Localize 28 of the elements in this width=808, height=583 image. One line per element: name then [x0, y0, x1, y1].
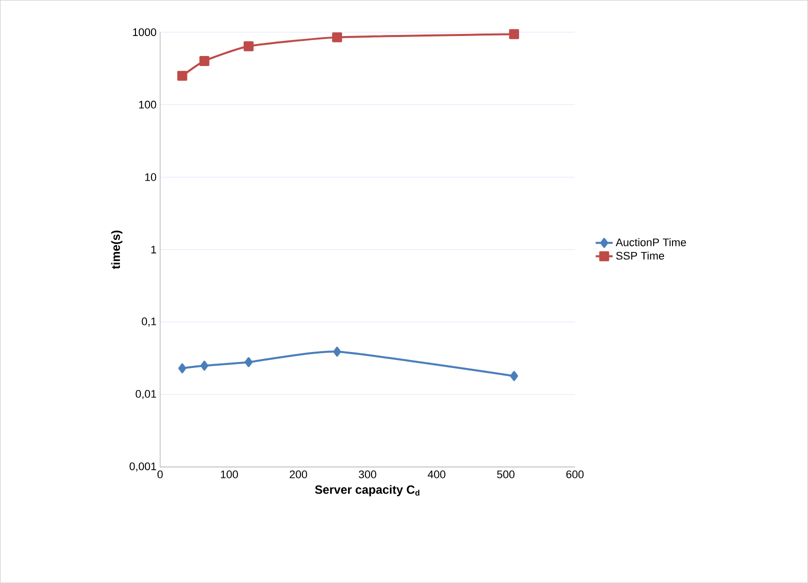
point	[332, 32, 342, 42]
point	[177, 70, 188, 81]
y-axis-title: time(s)	[111, 230, 122, 269]
y-tick-label: 0,001	[130, 462, 156, 472]
x-tick-label: 500	[497, 470, 514, 478]
y-tick-label: 1	[151, 246, 156, 254]
y-tick-label: 0,1	[142, 317, 156, 327]
x-tick-label: 200	[290, 470, 308, 478]
x-tick-label: 400	[428, 470, 446, 478]
y-tick-label: 100	[139, 100, 156, 108]
point	[244, 357, 253, 368]
point	[199, 56, 210, 66]
y-tick-label: 1000	[133, 28, 156, 36]
point	[178, 363, 186, 374]
y-tick-label: 0,01	[136, 390, 156, 399]
point	[510, 370, 518, 381]
legend-label: SSP Time	[616, 252, 664, 260]
y-tick-label: 10	[145, 173, 156, 181]
point	[333, 346, 342, 357]
x-tick-label: 0	[158, 470, 163, 478]
point	[509, 29, 520, 40]
x-tick-label: 600	[566, 470, 584, 478]
point	[244, 41, 254, 52]
x-tick-label: 300	[358, 470, 376, 478]
x-axis-title: Server capacity C$_{d}$	[315, 485, 420, 496]
point	[200, 360, 208, 371]
legend-label: AuctionP Time	[616, 238, 686, 246]
x-tick-label: 100	[220, 470, 238, 478]
